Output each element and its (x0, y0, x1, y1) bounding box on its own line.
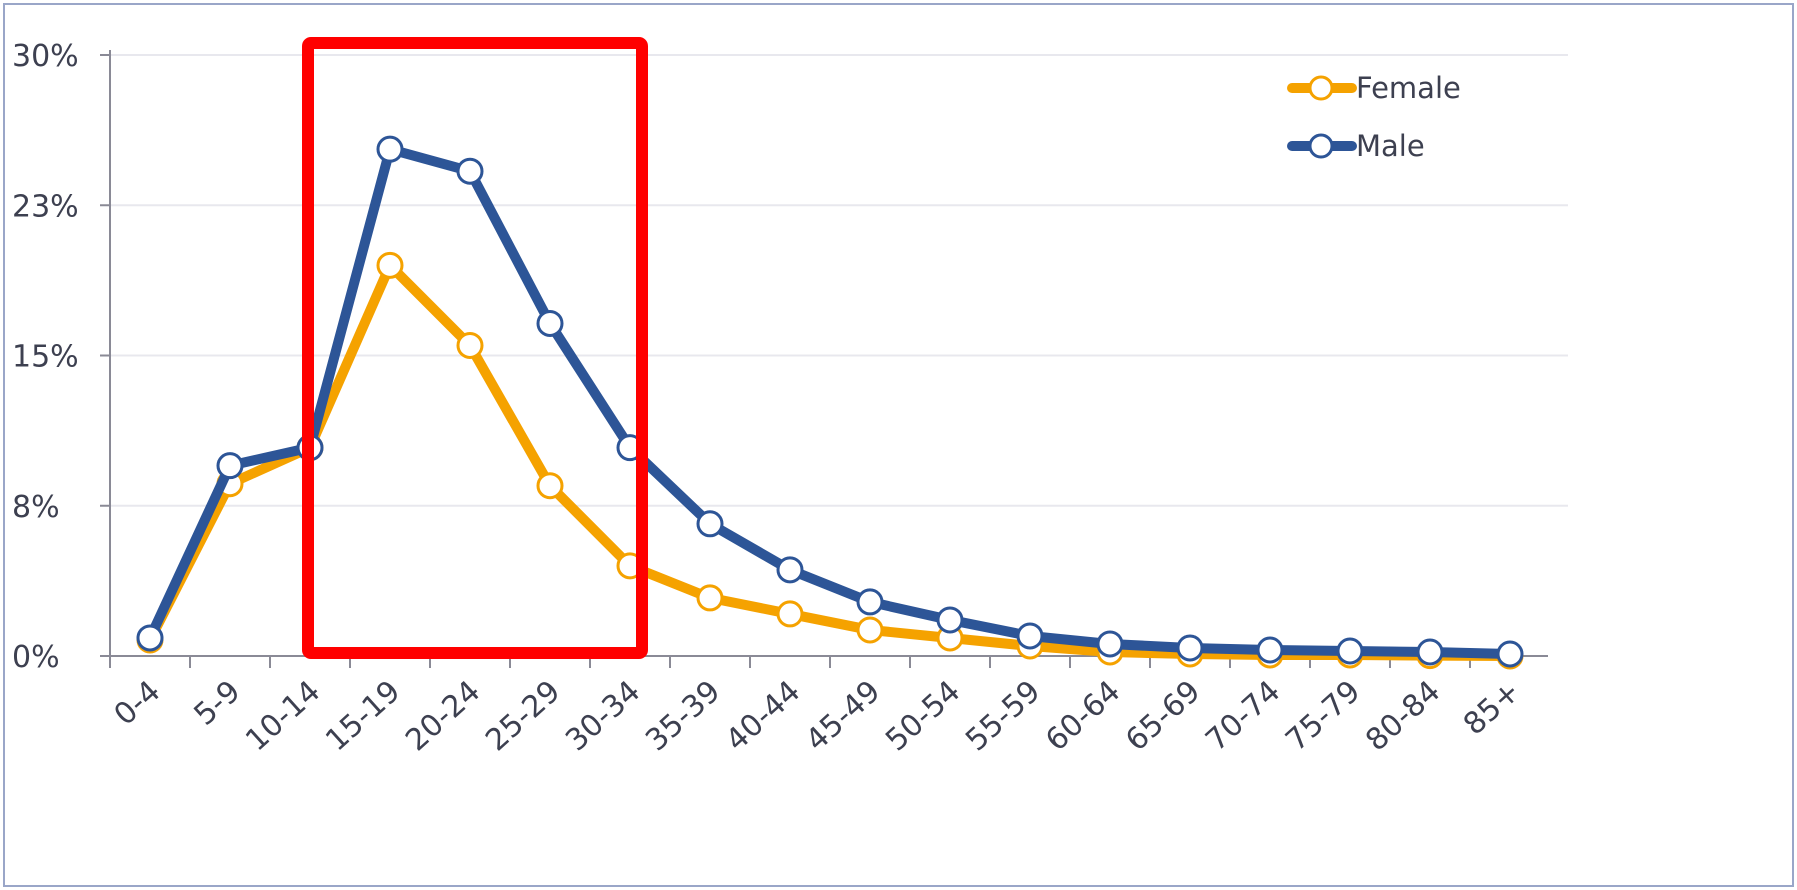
male-point (1496, 640, 1524, 668)
male-point (216, 452, 244, 480)
male-legend-label: Male (1356, 129, 1425, 163)
male-point (376, 135, 404, 163)
female-point (376, 251, 404, 279)
male-point (696, 510, 724, 538)
male-point (1096, 630, 1124, 658)
male-point (1016, 622, 1044, 650)
female-point (856, 616, 884, 644)
y-tick-label: 30% (12, 39, 79, 74)
y-tick-label: 8% (12, 490, 60, 525)
female-point (696, 584, 724, 612)
male-point (536, 309, 564, 337)
male-point (1416, 638, 1444, 666)
y-tick-label: 0% (12, 640, 60, 675)
y-tick-labels: 0% 8% 15% 23% 30% (12, 39, 110, 675)
male-point (776, 556, 804, 584)
highlight-box-layer (302, 37, 648, 659)
female-legend-label: Female (1356, 71, 1461, 105)
male-point (136, 624, 164, 652)
male-legend-marker (1308, 133, 1334, 159)
female-point (776, 600, 804, 628)
male-point (1336, 637, 1364, 665)
female-legend-marker (1308, 75, 1334, 101)
female-point (456, 331, 484, 359)
male-point (456, 157, 484, 185)
y-tick-label: 23% (12, 189, 79, 224)
female-point (536, 472, 564, 500)
y-tick-label: 15% (12, 340, 79, 375)
male-point (936, 606, 964, 634)
legend: Female Male (1287, 71, 1461, 163)
male-point (856, 588, 884, 616)
male-point (1256, 636, 1284, 664)
highlight-box (302, 37, 648, 659)
male-point (1176, 634, 1204, 662)
